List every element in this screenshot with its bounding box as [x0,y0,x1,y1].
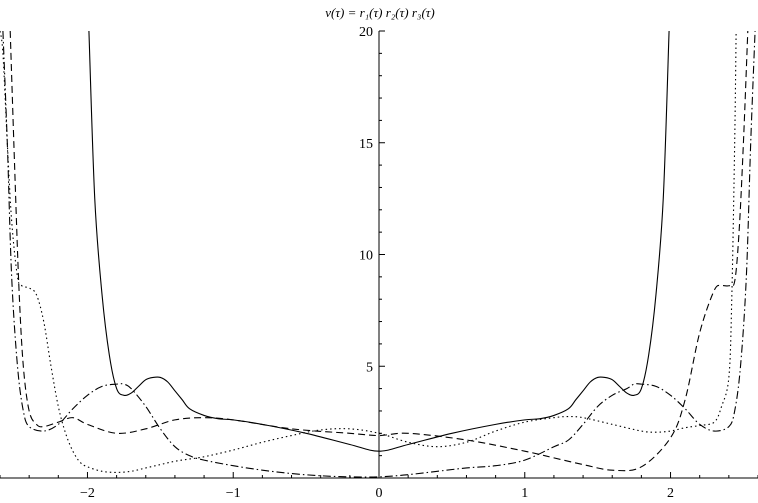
y-tick-label: 20 [359,25,373,40]
x-tick-label: −2 [80,486,95,501]
x-tick-label: −1 [226,486,241,501]
x-tick-label: 0 [376,486,383,501]
y-tick-label: 10 [359,249,373,264]
x-tick-label: 2 [667,486,674,501]
chart-title: v(τ) = r₁(τ) r₂(τ) r₃(τ) [325,5,435,20]
y-tick-label: 5 [366,360,373,375]
series-line-dashed [9,30,749,472]
x-tick-label: 1 [521,486,528,501]
series-group [0,30,756,478]
y-axis-ticks: 5 10 15 20 [359,25,385,457]
x-axis-ticks: −2 −1 0 1 2 [0,472,758,501]
y-tick-label: 15 [359,137,373,152]
series-line-dotted [0,30,737,473]
series-line-dashdot [2,30,756,478]
